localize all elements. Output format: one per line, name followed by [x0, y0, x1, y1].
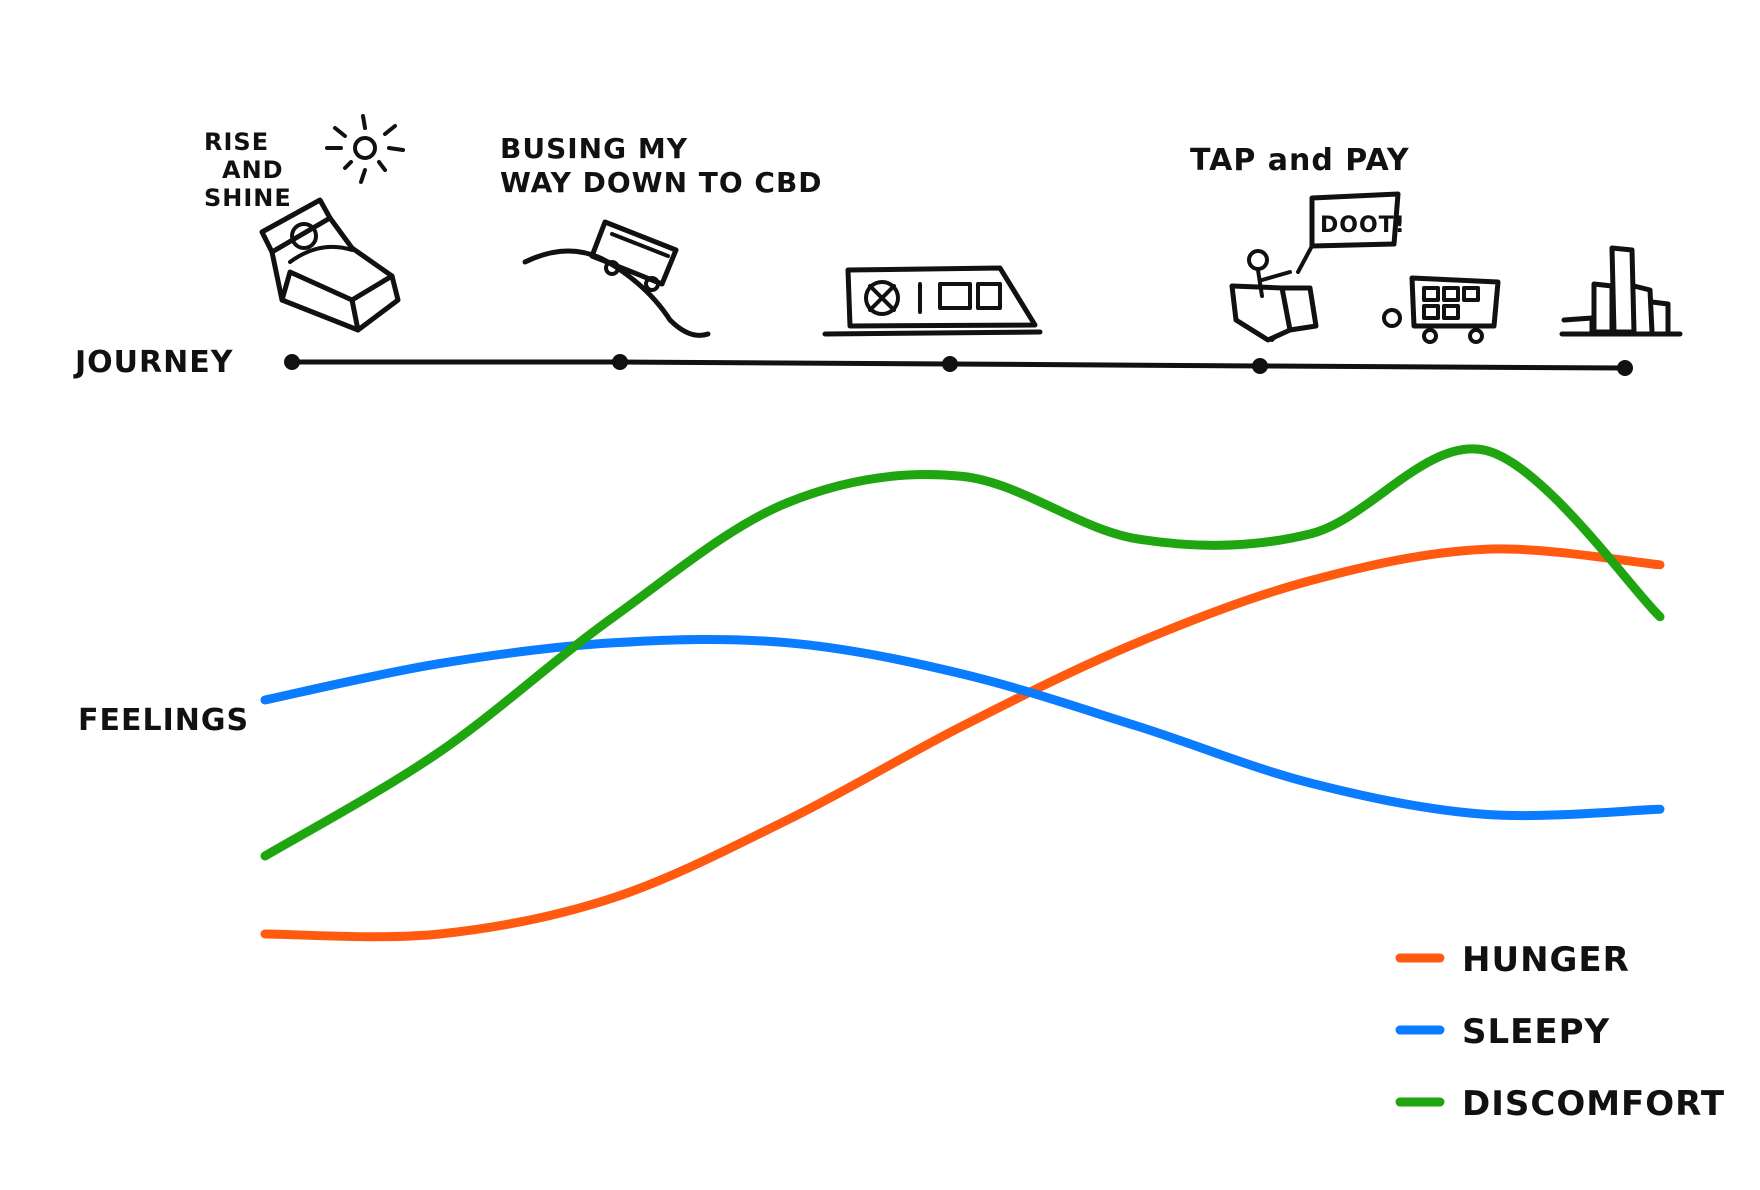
journey-stop-4: [1252, 358, 1268, 374]
legend-label-sleepy: SLEEPY: [1462, 1012, 1610, 1052]
cashier-icon: DOOT!: [1229, 191, 1406, 343]
feelings-label: FEELINGS: [78, 703, 249, 738]
hunger-curve: [260, 544, 1665, 942]
step-1-label-line-1: RISE: [204, 128, 269, 156]
bed-icon: [259, 197, 401, 333]
journey-stops: [284, 354, 1633, 376]
journey-stop-2: [612, 354, 628, 370]
legend: HUNGER SLEEPY DISCOMFORT: [1395, 940, 1725, 1124]
bus-icon: [522, 219, 711, 338]
sun-icon: [325, 114, 405, 184]
journey-label: JOURNEY: [73, 345, 234, 380]
legend-label-discomfort: DISCOMFORT: [1462, 1084, 1725, 1124]
sleepy-curve: [260, 635, 1665, 821]
journey-stop-1: [284, 354, 300, 370]
step-1-label-line-3: SHINE: [204, 184, 292, 212]
city-icon: [1559, 245, 1683, 337]
step-1-label-line-2: AND: [222, 156, 284, 184]
step-2-label-line-1: BUSING MY: [500, 132, 688, 165]
feeling-curves: [260, 444, 1665, 942]
step-4-label-line-1: TAP and PAY: [1190, 143, 1410, 178]
journey-stop-3: [942, 356, 958, 372]
journey-line: [289, 359, 1628, 371]
journey-stop-5: [1617, 360, 1633, 376]
legend-label-hunger: HUNGER: [1462, 940, 1630, 980]
speech-bubble: DOOT!: [1320, 213, 1406, 238]
cart-icon: [1382, 275, 1501, 344]
step-2-label-line-2: WAY DOWN TO CBD: [500, 166, 823, 199]
discomfort-curve: [260, 444, 1665, 861]
train-icon: [822, 265, 1043, 337]
